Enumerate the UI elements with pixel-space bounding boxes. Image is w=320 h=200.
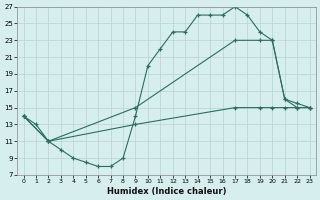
X-axis label: Humidex (Indice chaleur): Humidex (Indice chaleur) [107, 187, 226, 196]
